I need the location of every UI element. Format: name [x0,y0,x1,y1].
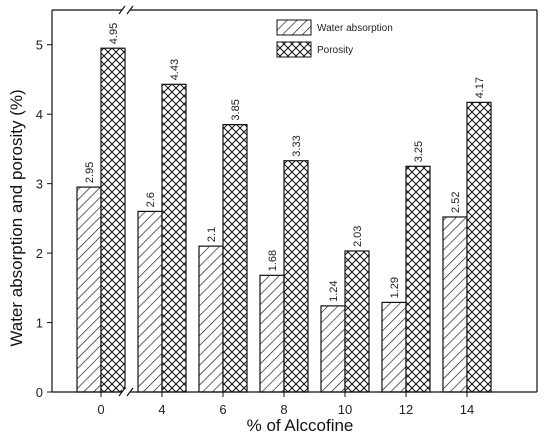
y-tick-label: 3 [36,177,43,192]
legend-swatch-porosity [276,41,312,58]
data-label: 2.6 [145,192,157,207]
bar-porosity [100,47,126,393]
data-label: 2.03 [352,226,364,247]
data-label: 4.17 [474,77,486,98]
legend-label: Water absorption [317,23,393,34]
bar-porosity [466,101,492,393]
bar-water-absorption [381,301,407,393]
axis-break-mark [118,387,126,397]
bar-water-absorption [320,305,346,393]
y-tick-label: 5 [36,38,43,53]
x-tick-label: 4 [158,402,165,417]
data-label: 2.1 [206,227,218,242]
bar-porosity [344,250,370,393]
bar-porosity [161,83,187,393]
y-axis-title: Water absorption and porosity (%) [7,89,26,346]
bar-porosity [222,123,248,393]
data-label: 2.52 [450,192,462,213]
y-tick-label: 0 [36,385,43,400]
data-label: 3.33 [291,135,303,156]
bar-water-absorption [137,210,163,393]
data-label: 4.95 [108,23,120,44]
plot-area: 2.95 4.95 2.6 4.43 2.1 3.85 1.68 3.33 1.24 2.03 1.… [76,23,492,393]
y-tick-label: 2 [36,246,43,261]
axis-break-gap [122,7,130,13]
x-tick-label: 0 [97,402,104,417]
legend-label: Porosity [317,45,353,56]
bar-water-absorption [76,186,102,393]
data-label: 4.43 [169,59,181,80]
x-tick-label: 14 [460,402,474,417]
legend-swatch-water-absorption [276,19,312,36]
axis-break-mark [126,5,134,15]
bar-porosity [405,165,431,393]
data-label: 3.25 [413,141,425,162]
legend: Water absorption Porosity [276,19,393,58]
x-tick-label: 8 [280,402,287,417]
data-label: 3.85 [230,99,242,120]
x-tick-label: 10 [338,402,352,417]
y-tick-label: 1 [36,316,43,331]
axis-break-mark [126,387,134,397]
data-label: 2.95 [84,162,96,183]
data-label: 1.24 [328,280,340,301]
axis-break-gap [122,389,130,395]
bar-porosity [283,160,309,393]
bar-water-absorption [198,245,224,393]
bar-water-absorption [442,216,468,393]
data-label: 1.29 [389,277,401,298]
x-axis-title: % of Alccofine [247,416,354,435]
axis-break-mark [118,5,126,15]
bar-water-absorption [259,274,285,393]
y-tick-label: 4 [36,107,43,122]
x-tick-label: 12 [399,402,413,417]
data-label: 1.68 [267,250,279,271]
x-tick-label: 6 [219,402,226,417]
